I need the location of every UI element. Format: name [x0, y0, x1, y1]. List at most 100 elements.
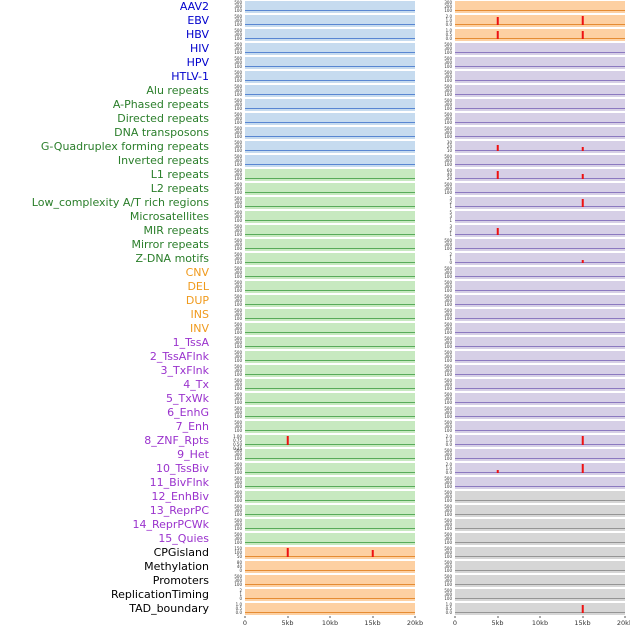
track-label: 9_Het: [177, 448, 209, 461]
track-row: Methylation 80 40 0 500 300 100: [0, 560, 630, 574]
signal-trace: [245, 94, 415, 95]
y-tick-label: 300: [234, 88, 242, 93]
y-tick-label: 0.5: [445, 32, 452, 37]
y-tick-label: 300: [234, 578, 242, 583]
track-panel-right: [455, 183, 625, 195]
track-panel-right: [455, 393, 625, 405]
y-axis-ticks-right: 30 20 10: [425, 141, 455, 153]
column-gap: [415, 15, 425, 27]
y-tick-label: 2.0: [445, 462, 452, 467]
column-gap: [415, 155, 425, 167]
y-tick-label: 50: [236, 554, 242, 559]
track-row: Z-DNA motifs 500 300 100 2 1 0: [0, 252, 630, 266]
signal-trace: [245, 38, 415, 39]
y-axis-ticks-right: 500 300 100: [425, 267, 455, 279]
y-tick-label: 40: [446, 172, 452, 177]
y-axis-ticks-right: 500 300 100: [425, 365, 455, 377]
track-label: HBV: [185, 28, 209, 41]
signal-trace: [455, 290, 625, 291]
y-tick-label: 100: [444, 134, 452, 139]
y-axis-ticks-left: 500 300 100: [215, 155, 245, 167]
y-tick-label: 300: [234, 410, 242, 415]
tracks-container: AAV2 500 300 100 300 200 100 EBV 500 300 100 2.0 1.0…: [0, 0, 630, 615]
peak-marker: [581, 436, 584, 445]
y-tick-label: 300: [234, 200, 242, 205]
y-tick-label: 300: [234, 508, 242, 513]
y-tick-label: 500: [234, 224, 242, 229]
y-tick-label: 500: [234, 84, 242, 89]
x-axis-tick-label: 5kb: [281, 619, 294, 627]
track-panel-left: [245, 477, 415, 489]
y-tick-label: 300: [444, 158, 452, 163]
signal-trace: [245, 178, 415, 179]
y-tick-label: 1.0: [235, 602, 242, 607]
track-panel-left: [245, 71, 415, 83]
track-panel-right: [455, 43, 625, 55]
y-tick-label: 100: [444, 106, 452, 111]
track-panel-right: [455, 589, 625, 601]
track-row: DUP 500 300 100 500 300 100: [0, 294, 630, 308]
y-tick-label: 100: [444, 512, 452, 517]
y-axis-ticks-right: 500 300 100: [425, 323, 455, 335]
y-tick-label: 500: [444, 490, 452, 495]
y-tick-label: 500: [444, 308, 452, 313]
track-panel-right: [455, 309, 625, 321]
y-tick-label: 100: [444, 162, 452, 167]
track-label: HTLV-1: [171, 70, 209, 83]
track-row: Microsatellites 500 300 100 5 3 1: [0, 210, 630, 224]
y-axis-ticks-left: 500 300 100: [215, 15, 245, 27]
track-label: 2_TssAFlnk: [149, 350, 209, 363]
y-tick-label: 0.75: [233, 438, 242, 443]
column-gap: [415, 547, 425, 559]
column-gap: [415, 505, 425, 517]
column-gap: [415, 29, 425, 41]
column-gap: [415, 1, 425, 13]
column-gap: [415, 267, 425, 279]
peak-marker: [581, 174, 584, 179]
track-row: 2_TssAFlnk 500 300 100 500 300 100: [0, 350, 630, 364]
column-gap: [415, 533, 425, 545]
track-panel-left: [245, 239, 415, 251]
track-row: DNA transposons 500 300 100 500 300 100: [0, 126, 630, 140]
column-gap: [415, 351, 425, 363]
x-axis-tick-label: 10kb: [321, 619, 339, 627]
y-tick-label: 100: [444, 120, 452, 125]
signal-trace: [455, 94, 625, 95]
y-tick-label: 300: [444, 368, 452, 373]
y-tick-label: 500: [444, 420, 452, 425]
signal-trace: [245, 360, 415, 361]
y-axis-ticks-left: 500 300 100: [215, 477, 245, 489]
y-tick-label: 500: [234, 518, 242, 523]
track-panel-right: [455, 127, 625, 139]
signal-trace: [455, 24, 625, 25]
y-tick-label: 100: [234, 204, 242, 209]
y-axis-ticks-right: 500 300 100: [425, 477, 455, 489]
y-tick-label: 500: [444, 476, 452, 481]
track-label: CNV: [185, 266, 209, 279]
y-tick-label: 3: [449, 196, 452, 201]
y-tick-label: 300: [234, 466, 242, 471]
signal-trace: [245, 612, 415, 613]
y-tick-label: 300: [444, 186, 452, 191]
signal-trace: [455, 360, 625, 361]
x-axis-tick-mark: [582, 616, 583, 618]
signal-trace: [455, 598, 625, 599]
y-tick-label: 500: [444, 280, 452, 285]
y-tick-label: 500: [234, 308, 242, 313]
signal-trace: [455, 500, 625, 501]
signal-trace: [455, 234, 625, 235]
peak-marker: [496, 31, 499, 39]
track-row: 1_TssA 500 300 100 500 300 100: [0, 336, 630, 350]
signal-trace: [455, 514, 625, 515]
track-label: ReplicationTiming: [110, 588, 209, 601]
track-panel-right: [455, 323, 625, 335]
y-tick-label: 100: [234, 36, 242, 41]
y-axis-ticks-right: 500 300 100: [425, 519, 455, 531]
track-label: 1_TssA: [172, 336, 209, 349]
signal-trace: [455, 136, 625, 137]
signal-trace: [455, 318, 625, 319]
y-axis-ticks-left: 500 300 100: [215, 239, 245, 251]
y-tick-label: 300: [234, 172, 242, 177]
y-axis-ticks-left: 500 300 100: [215, 183, 245, 195]
